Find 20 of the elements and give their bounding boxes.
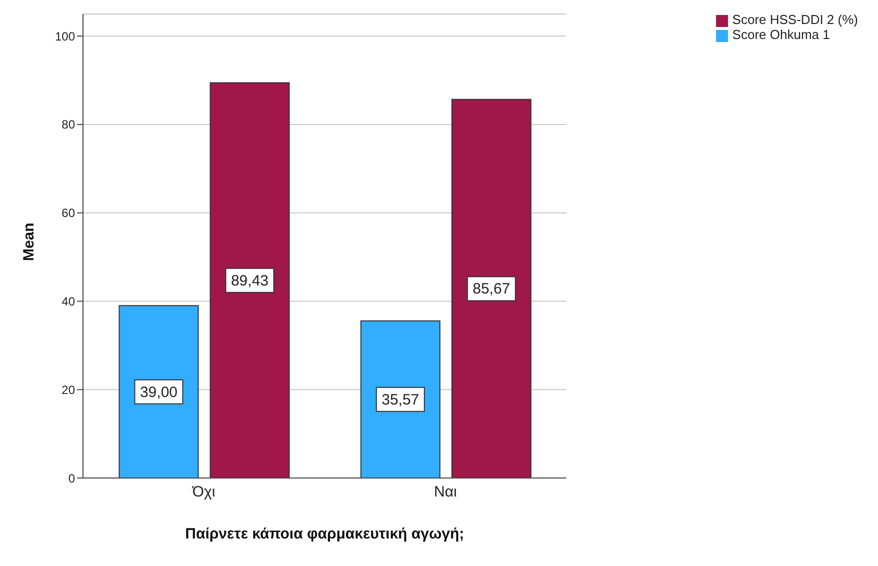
y-tick-label: 0 [68, 471, 76, 486]
bar [210, 82, 290, 478]
data-label: 89,43 [230, 272, 269, 290]
legend-label: Score HSS-DDI 2 (%) [732, 12, 858, 27]
data-label: 39,00 [140, 384, 178, 401]
y-tick-label: 40 [62, 294, 76, 308]
data-label: 85,67 [472, 280, 510, 298]
bar [360, 320, 440, 478]
x-axis-title: Παίρνετε κάποια φαρμακευτική αγωγή; [185, 526, 464, 543]
legend-label: Score Ohkuma 1 [732, 27, 830, 42]
y-tick-label: 80 [62, 118, 76, 132]
bar [451, 98, 532, 478]
x-tick-label: Ναι [434, 484, 457, 501]
y-tick-label: 100 [54, 29, 76, 44]
y-tick-label: 60 [62, 206, 76, 220]
y-tick-label: 20 [62, 382, 76, 397]
bar [118, 305, 199, 478]
data-label: 35,57 [382, 391, 420, 408]
x-tick-label: Όχι [191, 484, 216, 501]
y-axis-title: Mean [20, 222, 38, 261]
